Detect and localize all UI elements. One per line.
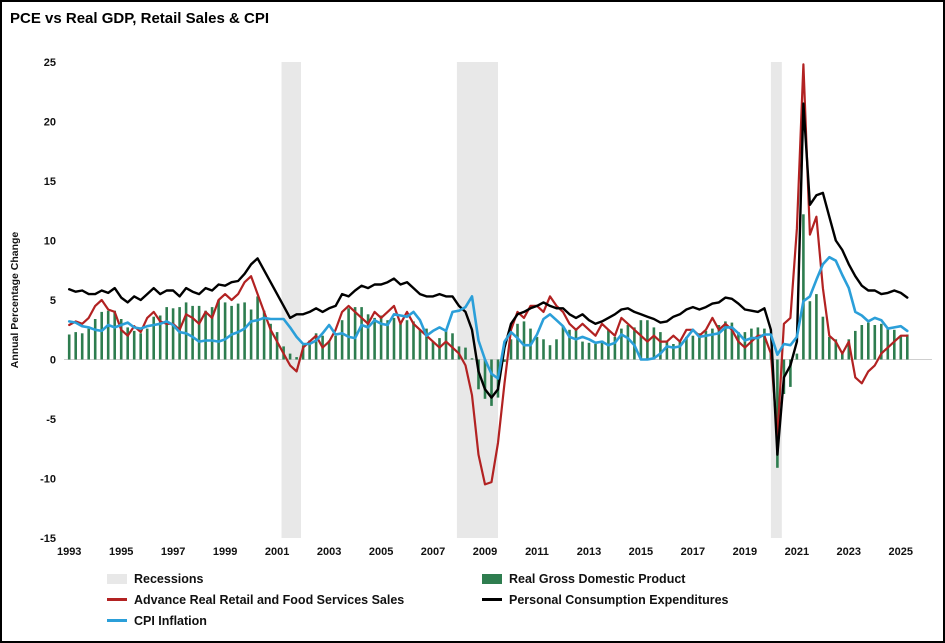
legend-recessions: Recessions	[107, 572, 482, 586]
y-axis-title: Annual Percentage Change	[9, 232, 21, 369]
chart-title: PCE vs Real GDP, Retail Sales & CPI	[10, 10, 270, 27]
x-tick-label: 2021	[785, 546, 809, 558]
legend-row: Recessions Real Gross Domestic Product	[2, 568, 943, 589]
legend-row: CPI Inflation	[2, 610, 943, 631]
recession-swatch-icon	[107, 573, 127, 584]
y-tick-label: 15	[44, 176, 56, 188]
y-tick-label: 0	[50, 355, 56, 367]
legend-retail-sales: Advance Real Retail and Food Services Sa…	[107, 593, 482, 607]
legend-cpi: CPI Inflation	[107, 614, 482, 628]
y-tick-label: -5	[46, 414, 56, 426]
pce-swatch-icon	[482, 598, 502, 601]
cpi-swatch-icon	[107, 619, 127, 622]
x-tick-label: 2013	[577, 546, 601, 558]
y-tick-label: 25	[44, 57, 56, 69]
recession-band	[770, 62, 782, 538]
x-tick-label: 2009	[473, 546, 497, 558]
x-tick-label: 2007	[421, 546, 445, 558]
legend-gdp: Real Gross Domestic Product	[482, 572, 857, 586]
y-tick-label: -15	[40, 533, 56, 545]
legend-gdp-label: Real Gross Domestic Product	[509, 571, 686, 586]
x-tick-label: 2015	[629, 546, 653, 558]
x-tick-label: 2011	[525, 546, 549, 558]
x-tick-label: 2005	[369, 546, 393, 558]
y-tick-label: 10	[44, 236, 56, 248]
legend-row: Advance Real Retail and Food Services Sa…	[2, 589, 943, 610]
x-tick-label: 2003	[317, 546, 341, 558]
chart-plot-area: Annual Percentage Change -15 -10 -5 0 5 10 15 2…	[9, 57, 932, 558]
advance-real-retail-and-food-services-sales-line	[68, 63, 909, 486]
legend-pce-label: Personal Consumption Expenditures	[509, 592, 729, 607]
x-tick-label: 1997	[161, 546, 185, 558]
gdp-swatch-icon	[482, 573, 502, 584]
personal-consumption-expenditures-line	[68, 102, 909, 456]
cpi-inflation-line	[67, 255, 909, 380]
legend-pce: Personal Consumption Expenditures	[482, 593, 857, 607]
x-tick-label: 2019	[733, 546, 757, 558]
retail-sales-swatch-icon	[107, 598, 127, 601]
legend: Recessions Real Gross Domestic Product A…	[2, 568, 943, 631]
x-tick-label: 2017	[681, 546, 705, 558]
y-tick-label: -10	[40, 474, 56, 486]
recession-band	[456, 62, 498, 538]
x-tick-label: 1995	[109, 546, 133, 558]
legend-retail-sales-label: Advance Real Retail and Food Services Sa…	[134, 592, 405, 607]
legend-cpi-label: CPI Inflation	[134, 613, 207, 628]
legend-recessions-label: Recessions	[134, 571, 204, 586]
x-tick-label: 2023	[837, 546, 861, 558]
x-tick-label: 1993	[57, 546, 81, 558]
x-tick-label: 2001	[265, 546, 289, 558]
y-tick-label: 5	[50, 295, 56, 307]
y-tick-label: 20	[44, 117, 56, 129]
x-tick-label: 1999	[213, 546, 237, 558]
recession-band	[281, 62, 301, 538]
x-tick-label: 2025	[889, 546, 913, 558]
